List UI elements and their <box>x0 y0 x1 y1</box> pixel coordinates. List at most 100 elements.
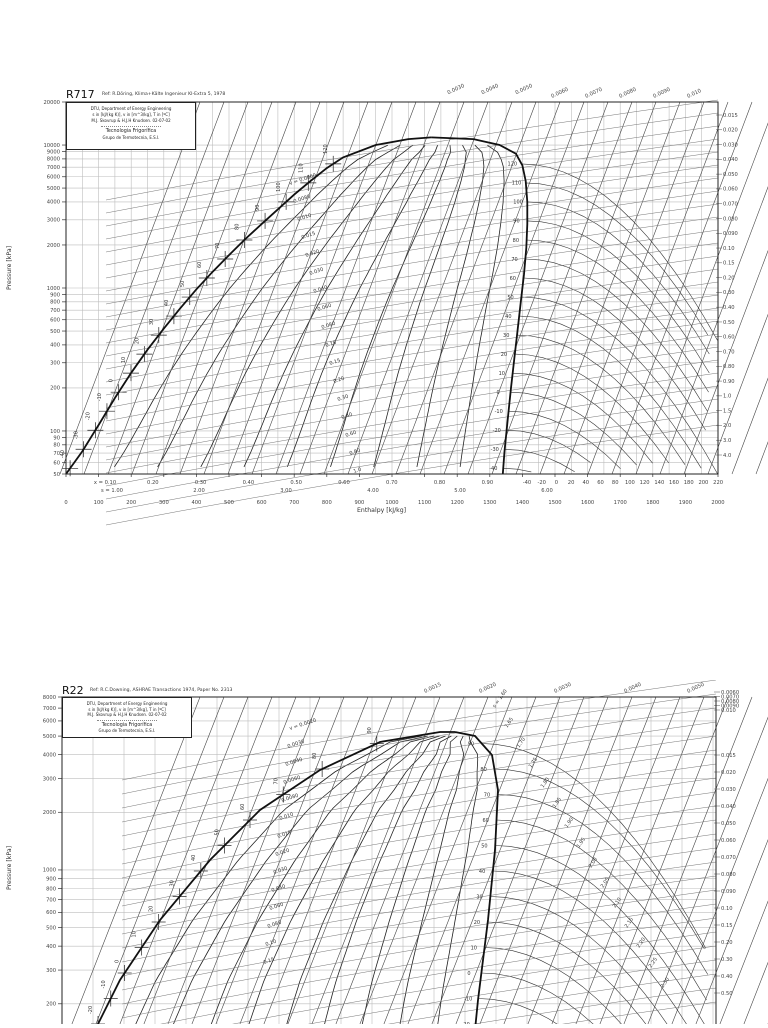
sat-liquid-temp-label: 40 <box>191 855 197 861</box>
quality-line <box>398 735 465 1028</box>
right-volume-label: 4.0 <box>723 453 731 459</box>
isentrope <box>742 961 768 1028</box>
sat-vapor-temp-label: 0 <box>467 971 470 977</box>
y-tick-label: 3000 <box>43 776 56 782</box>
top-volume-label: 0.0030 <box>447 83 466 96</box>
right-volume-label: 0.0090 <box>721 703 739 709</box>
sat-liquid-temp-label: 90 <box>367 727 373 733</box>
r717-y-axis-label: Pressure [kPa] <box>6 245 13 290</box>
isentrope <box>731 377 768 475</box>
isochore-label: 0.0080 <box>293 194 311 205</box>
isochore <box>121 791 717 893</box>
sat-vapor-temp-label: 90 <box>468 741 474 747</box>
isochore <box>121 805 717 907</box>
isotherm <box>503 468 532 473</box>
y-tick-label: 300 <box>46 968 56 974</box>
isochore <box>121 679 717 781</box>
y-tick-label: 600 <box>50 318 60 324</box>
quality-label: 0.40 <box>243 480 255 486</box>
sat-liquid-temp-label: -30 <box>74 431 80 439</box>
entropy-label: 1.70 <box>516 737 527 750</box>
isotherm <box>494 768 705 950</box>
superheat-temp-label: 180 <box>684 480 694 486</box>
isochore-label: 0.030 <box>309 267 324 277</box>
isentrope <box>659 186 768 475</box>
isentrope <box>131 101 273 475</box>
r717-curve-labels: -40 -40 -30 -30 -20 -20 -10 -10 0 0 10 10 20 20 30 30 40… <box>60 144 523 475</box>
x-tick-label: 0 <box>64 500 67 506</box>
sat-vapor-temp-label: 50 <box>507 295 513 301</box>
isochore <box>105 307 719 409</box>
y-tick-label: 200 <box>50 386 60 392</box>
isochore <box>121 735 717 837</box>
y-tick-label: 700 <box>50 308 60 314</box>
right-volume-label: 0.020 <box>723 128 738 134</box>
sat-vapor-temp-label: -10 <box>464 996 472 1002</box>
x-tick-label: 200 <box>126 500 136 506</box>
isochore <box>105 281 719 383</box>
info-line-4: Tecnologia Frigorífica <box>101 722 153 728</box>
sat-vapor-temp-label: 20 <box>501 352 507 358</box>
y-tick-label: 900 <box>50 292 60 298</box>
isentrope <box>611 101 753 475</box>
isochore-label: 0.60 <box>345 430 357 439</box>
sat-vapor-temp-label: 40 <box>505 314 511 320</box>
entropy-label: 1.65 <box>504 717 515 730</box>
isentrope <box>419 101 561 475</box>
isochore-label: 0.010 <box>297 213 312 223</box>
sat-vapor-temp-label: 30 <box>503 333 509 339</box>
isentrope <box>382 696 513 1028</box>
entropy-label: s = 1.00 <box>101 488 123 494</box>
entropy-label: 2.15 <box>624 917 635 930</box>
isochore-label: 0.020 <box>275 848 290 858</box>
sat-liquid-temp-label: 30 <box>149 319 155 325</box>
right-volume-label: 0.40 <box>721 974 733 980</box>
isentrope <box>94 696 225 1028</box>
sat-liquid-temp-label: 70 <box>273 778 279 784</box>
isochore <box>105 203 719 305</box>
isentrope <box>251 101 393 475</box>
sat-liquid-temp-label: 30 <box>170 880 176 886</box>
right-volume-label: 0.080 <box>721 872 736 878</box>
isotherm <box>487 921 650 1028</box>
isochore <box>105 125 719 227</box>
entropy-label: 2.20 <box>636 937 647 950</box>
quality-line <box>133 735 422 1028</box>
right-volume-label: 0.030 <box>721 787 736 793</box>
quality-line <box>416 144 485 467</box>
sat-liquid-temp-label: 80 <box>234 224 240 230</box>
saturated-vapor-line <box>454 731 499 1028</box>
saturated-liquid-line <box>94 731 455 1028</box>
isochore-label: 0.030 <box>273 866 288 876</box>
isotherm <box>514 353 670 464</box>
right-volume-label: 0.15 <box>723 261 735 267</box>
isentrope <box>358 696 489 1028</box>
x-tick-label: 1700 <box>614 500 627 506</box>
sat-liquid-temp-label: 60 <box>240 804 246 810</box>
isochore <box>121 693 717 795</box>
isochore-label: 0.040 <box>313 285 328 295</box>
isochore-label: 0.40 <box>341 412 353 421</box>
right-volume-label: 0.0080 <box>721 699 739 705</box>
quality-line <box>361 735 458 1028</box>
sat-liquid-temp-label: 20 <box>149 906 155 912</box>
isotherm <box>510 391 637 466</box>
right-volume-label: 0.50 <box>721 991 733 997</box>
info-line-5: Grupo de Termotecnia, E.S.I. <box>102 135 160 140</box>
isochore <box>121 833 717 935</box>
x-tick-label: 1500 <box>548 500 561 506</box>
right-volume-label: 0.030 <box>723 142 738 148</box>
sat-vapor-temp-label: 30 <box>476 894 482 900</box>
quality-line <box>285 735 446 1028</box>
top-volume-label: 0.0060 <box>550 87 569 100</box>
isotherm <box>521 296 718 474</box>
isentrope <box>587 101 729 475</box>
isentrope <box>118 696 249 1028</box>
sat-vapor-temp-label: 110 <box>512 181 522 187</box>
sat-liquid-temp-label: 10 <box>132 931 138 937</box>
isentrope <box>310 696 441 1028</box>
superheat-temp-label: 220 <box>713 480 723 486</box>
quality-label: 0.30 <box>195 480 207 486</box>
isotherm <box>508 410 621 470</box>
quality-line <box>373 145 467 468</box>
